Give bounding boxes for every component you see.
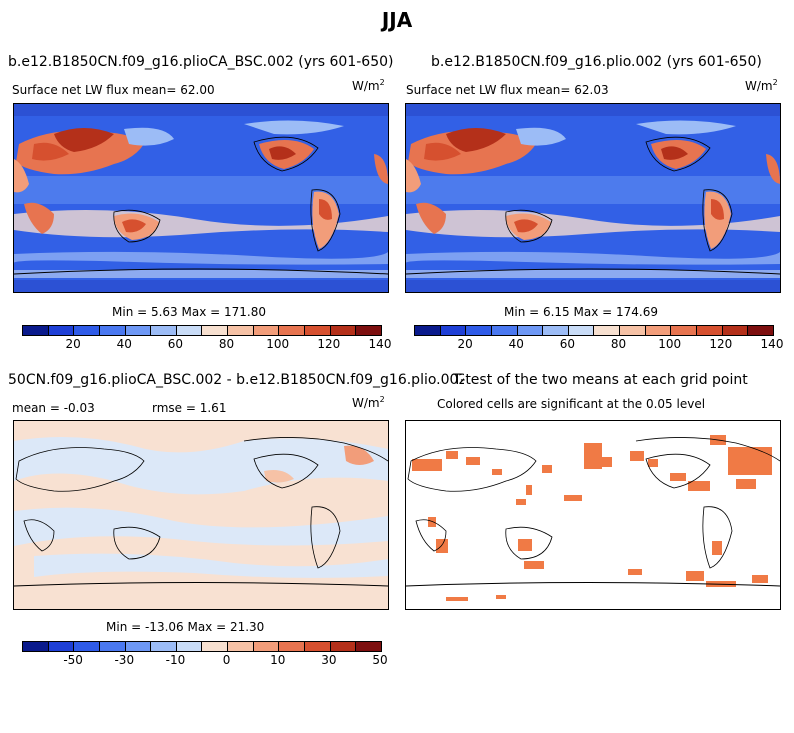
colorbar-swatch [671, 326, 698, 335]
colorbar-swatch [176, 642, 203, 651]
map-bottom-right [405, 420, 781, 610]
colorbar-swatch [228, 642, 254, 651]
colorbar-tick-label: 50 [372, 653, 388, 667]
colorbar-swatch [594, 326, 621, 335]
colorbar-tick-label: -30 [114, 653, 135, 667]
colorbar-tick-label: 120 [709, 337, 733, 351]
units-top-right: W/m2 [745, 78, 778, 93]
panel-subtitle-top-left: Surface net LW flux mean= 62.00 [12, 83, 215, 97]
colorbar-swatch [151, 642, 177, 651]
colorbar-swatch [202, 326, 229, 335]
colorbar-tick-label: 60 [167, 337, 184, 351]
colorbar-swatch [74, 642, 100, 651]
colorbar-swatch [356, 326, 381, 335]
colorbar-swatch [74, 326, 100, 335]
colorbar-tick-label: 0 [222, 653, 231, 667]
colorbar-swatch [517, 326, 544, 335]
colorbar-swatch [125, 642, 152, 651]
colorbar-top-left [22, 325, 382, 336]
colorbar-swatch [305, 642, 331, 651]
colorbar-swatch [125, 326, 152, 335]
colorbar-swatch [253, 642, 280, 651]
colorbar-swatch [466, 326, 492, 335]
colorbar-swatch [305, 326, 331, 335]
colorbar-swatch [279, 326, 306, 335]
colorbar-tick-label: 80 [610, 337, 627, 351]
colorbar-tick-label: 140 [760, 337, 784, 351]
colorbar-swatch [23, 326, 49, 335]
colorbar-swatch [543, 326, 569, 335]
colorbar-tick-label: 30 [321, 653, 337, 667]
colorbar-tick-label: 120 [317, 337, 341, 351]
colorbar-swatch [330, 642, 357, 651]
colorbar-swatch [748, 326, 773, 335]
colorbar-tick-label: 20 [457, 337, 473, 351]
colorbar-swatch [491, 326, 518, 335]
colorbar-tick-label: 140 [368, 337, 392, 351]
minmax-top-left: Min = 5.63 Max = 171.80 [112, 305, 266, 319]
units-top-left: W/m2 [352, 78, 385, 93]
colorbar-tick-label: 100 [266, 337, 290, 351]
colorbar-swatch [202, 642, 229, 651]
minmax-top-right: Min = 6.15 Max = 174.69 [504, 305, 658, 319]
colorbar-swatch [23, 642, 49, 651]
colorbar-tick-label: 100 [658, 337, 682, 351]
colorbar-swatch [151, 326, 177, 335]
colorbar-swatch [330, 326, 357, 335]
colorbar-bottom-left [22, 641, 382, 652]
colorbar-tick-label: 60 [559, 337, 576, 351]
colorbar-swatch [99, 326, 126, 335]
colorbar-swatch [568, 326, 595, 335]
panel-subtitle-rmse: rmse = 1.61 [152, 401, 227, 415]
colorbar-swatch [99, 642, 126, 651]
minmax-bottom-left: Min = -13.06 Max = 21.30 [106, 620, 265, 634]
page-title: JJA [381, 8, 413, 32]
colorbar-tick-label: -50 [63, 653, 83, 667]
colorbar-swatch [48, 642, 75, 651]
colorbar-swatch [48, 326, 75, 335]
colorbar-swatch [253, 326, 280, 335]
colorbar-tick-label: 20 [65, 337, 81, 351]
panel-title-top-left: b.e12.B1850CN.f09_g16.plioCA_BSC.002 (yr… [8, 54, 394, 70]
colorbar-swatch [356, 642, 381, 651]
colorbar-swatch [620, 326, 646, 335]
panel-subtitle-top-right: Surface net LW flux mean= 62.03 [406, 83, 609, 97]
units-bottom-left: W/m2 [352, 395, 385, 410]
colorbar-swatch [440, 326, 467, 335]
colorbar-tick-label: 10 [270, 653, 286, 667]
panel-subtitle-bottom-right: Colored cells are significant at the 0.0… [437, 397, 706, 411]
panel-subtitle-mean: mean = -0.03 [12, 401, 95, 415]
colorbar-swatch [415, 326, 441, 335]
map-bottom-left [13, 420, 389, 610]
map-top-right [405, 103, 781, 293]
colorbar-swatch [176, 326, 203, 335]
map-top-left [13, 103, 389, 293]
colorbar-tick-label: 80 [218, 337, 235, 351]
colorbar-swatch [697, 326, 723, 335]
panel-title-bottom-right: T-test of the two means at each grid poi… [453, 372, 748, 388]
colorbar-swatch [279, 642, 306, 651]
colorbar-tick-label: -10 [165, 653, 186, 667]
panel-title-bottom-left: 50CN.f09_g16.plioCA_BSC.002 - b.e12.B185… [8, 372, 464, 388]
colorbar-tick-label: 40 [508, 337, 524, 351]
colorbar-tick-label: 40 [116, 337, 132, 351]
colorbar-swatch [645, 326, 672, 335]
colorbar-swatch [722, 326, 749, 335]
panel-title-top-right: b.e12.B1850CN.f09_g16.plio.002 (yrs 601-… [431, 54, 762, 70]
colorbar-swatch [228, 326, 254, 335]
colorbar-top-right [414, 325, 774, 336]
